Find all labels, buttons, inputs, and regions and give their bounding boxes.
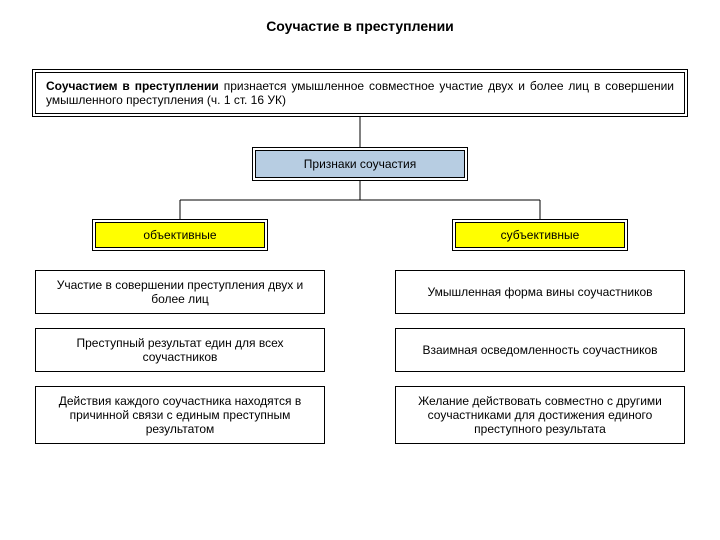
objective-item-3-text: Действия каждого соучастника находятся в… <box>44 394 316 436</box>
subjective-item-1-text: Умышленная форма вины соучастников <box>427 285 652 299</box>
signs-header-box: Признаки соучастия <box>255 150 465 178</box>
objective-item-3: Действия каждого соучастника находятся в… <box>35 386 325 444</box>
branch-header-subjective: субъективные <box>455 222 625 248</box>
objective-item-2-text: Преступный результат един для всех соуча… <box>44 336 316 364</box>
diagram-title: Соучастие в преступлении <box>0 18 720 34</box>
branch-header-subjective-label: субъективные <box>501 228 580 242</box>
objective-item-1: Участие в совершении преступления двух и… <box>35 270 325 314</box>
definition-box: Соучастием в преступлении признается умы… <box>35 72 685 114</box>
definition-text: Соучастием в преступлении признается умы… <box>46 79 674 107</box>
branch-header-objective-label: объективные <box>143 228 216 242</box>
subjective-item-1: Умышленная форма вины соучастников <box>395 270 685 314</box>
subjective-item-2: Взаимная осведомленность соучастников <box>395 328 685 372</box>
subjective-item-3-text: Желание действовать совместно с другими … <box>404 394 676 436</box>
subjective-item-2-text: Взаимная осведомленность соучастников <box>422 343 657 357</box>
subjective-item-3: Желание действовать совместно с другими … <box>395 386 685 444</box>
branch-header-objective: объективные <box>95 222 265 248</box>
signs-header-label: Признаки соучастия <box>304 157 416 171</box>
objective-item-1-text: Участие в совершении преступления двух и… <box>44 278 316 306</box>
objective-item-2: Преступный результат един для всех соуча… <box>35 328 325 372</box>
